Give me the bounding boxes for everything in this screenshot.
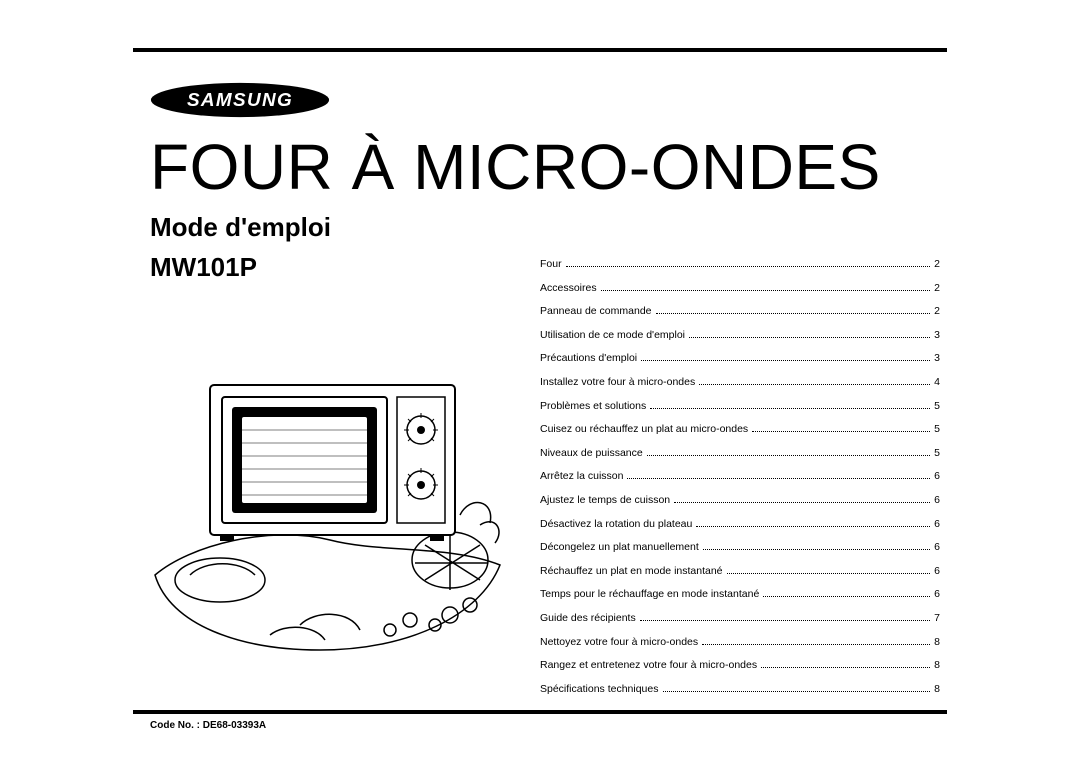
toc-row: Temps pour le réchauffage en mode instan… [540,588,940,601]
document-title: FOUR À MICRO-ONDES [150,130,881,204]
toc-label: Installez votre four à micro-ondes [540,376,695,389]
cover-illustration [150,375,510,665]
toc-page: 6 [934,494,940,507]
toc-row: Cuisez ou réchauffez un plat au micro-on… [540,423,940,436]
toc-leader [689,337,930,338]
toc-page: 5 [934,400,940,413]
top-rule [133,48,947,52]
toc-label: Arrêtez la cuisson [540,470,623,483]
toc-leader [674,502,930,503]
toc-row: Accessoires 2 [540,282,940,295]
toc-page: 6 [934,541,940,554]
toc-row: Panneau de commande 2 [540,305,940,318]
toc-row: Nettoyez votre four à micro-ondes 8 [540,636,940,649]
toc-leader [696,526,930,527]
toc-label: Décongelez un plat manuellement [540,541,699,554]
toc-label: Réchauffez un plat en mode instantané [540,565,723,578]
toc-row: Four 2 [540,258,940,271]
bottom-rule [133,710,947,714]
toc-leader [699,384,930,385]
toc-leader [727,573,931,574]
toc-page: 2 [934,282,940,295]
toc-label: Précautions d'emploi [540,352,637,365]
toc-page: 6 [934,565,940,578]
toc-label: Panneau de commande [540,305,652,318]
toc-leader [702,644,930,645]
toc-row: Décongelez un plat manuellement 6 [540,541,940,554]
toc-row: Spécifications techniques 8 [540,683,940,696]
toc-page: 7 [934,612,940,625]
toc-label: Four [540,258,562,271]
toc-leader [647,455,930,456]
toc-leader [627,478,930,479]
toc-leader [663,691,931,692]
toc-leader [566,266,931,267]
toc-label: Désactivez la rotation du plateau [540,518,692,531]
toc-label: Problèmes et solutions [540,400,646,413]
toc-leader [763,596,930,597]
toc-row: Réchauffez un plat en mode instantané 6 [540,565,940,578]
toc-label: Temps pour le réchauffage en mode instan… [540,588,759,601]
code-number: Code No. : DE68-03393A [150,720,266,731]
model-number: MW101P [150,252,257,283]
toc-row: Guide des récipients 7 [540,612,940,625]
toc-label: Rangez et entretenez votre four à micro-… [540,659,757,672]
toc-page: 8 [934,683,940,696]
brand-text: SAMSUNG [187,90,293,111]
toc-leader [703,549,930,550]
toc-label: Niveaux de puissance [540,447,643,460]
toc-row: Installez votre four à micro-ondes 4 [540,376,940,389]
toc-page: 3 [934,352,940,365]
brand-logo: SAMSUNG [150,80,330,120]
toc-page: 3 [934,329,940,342]
toc-label: Guide des récipients [540,612,636,625]
toc-page: 2 [934,258,940,271]
toc-label: Nettoyez votre four à micro-ondes [540,636,698,649]
toc-row: Ajustez le temps de cuisson 6 [540,494,940,507]
toc-leader [641,360,930,361]
toc-label: Spécifications techniques [540,683,659,696]
toc-leader [752,431,930,432]
toc-page: 2 [934,305,940,318]
toc-label: Utilisation de ce mode d'emploi [540,329,685,342]
toc-page: 6 [934,588,940,601]
toc-page: 8 [934,659,940,672]
toc-leader [650,408,930,409]
toc-row: Précautions d'emploi 3 [540,352,940,365]
toc-page: 5 [934,423,940,436]
toc-row: Utilisation de ce mode d'emploi 3 [540,329,940,342]
toc-label: Accessoires [540,282,597,295]
toc-leader [761,667,930,668]
toc-page: 6 [934,470,940,483]
toc-row: Rangez et entretenez votre four à micro-… [540,659,940,672]
toc-leader [656,313,931,314]
toc-page: 4 [934,376,940,389]
toc-row: Désactivez la rotation du plateau 6 [540,518,940,531]
toc-leader [601,290,931,291]
toc-label: Ajustez le temps de cuisson [540,494,670,507]
toc-leader [640,620,930,621]
toc-row: Problèmes et solutions 5 [540,400,940,413]
manual-cover-page: SAMSUNG FOUR À MICRO-ONDES Mode d'emploi… [0,0,1080,763]
toc-page: 5 [934,447,940,460]
document-subtitle: Mode d'emploi [150,212,331,243]
toc-page: 8 [934,636,940,649]
toc-row: Arrêtez la cuisson 6 [540,470,940,483]
toc-label: Cuisez ou réchauffez un plat au micro-on… [540,423,748,436]
table-of-contents: Four 2 Accessoires 2 Panneau de commande 2 Uti… [540,258,940,706]
toc-row: Niveaux de puissance 5 [540,447,940,460]
toc-page: 6 [934,518,940,531]
